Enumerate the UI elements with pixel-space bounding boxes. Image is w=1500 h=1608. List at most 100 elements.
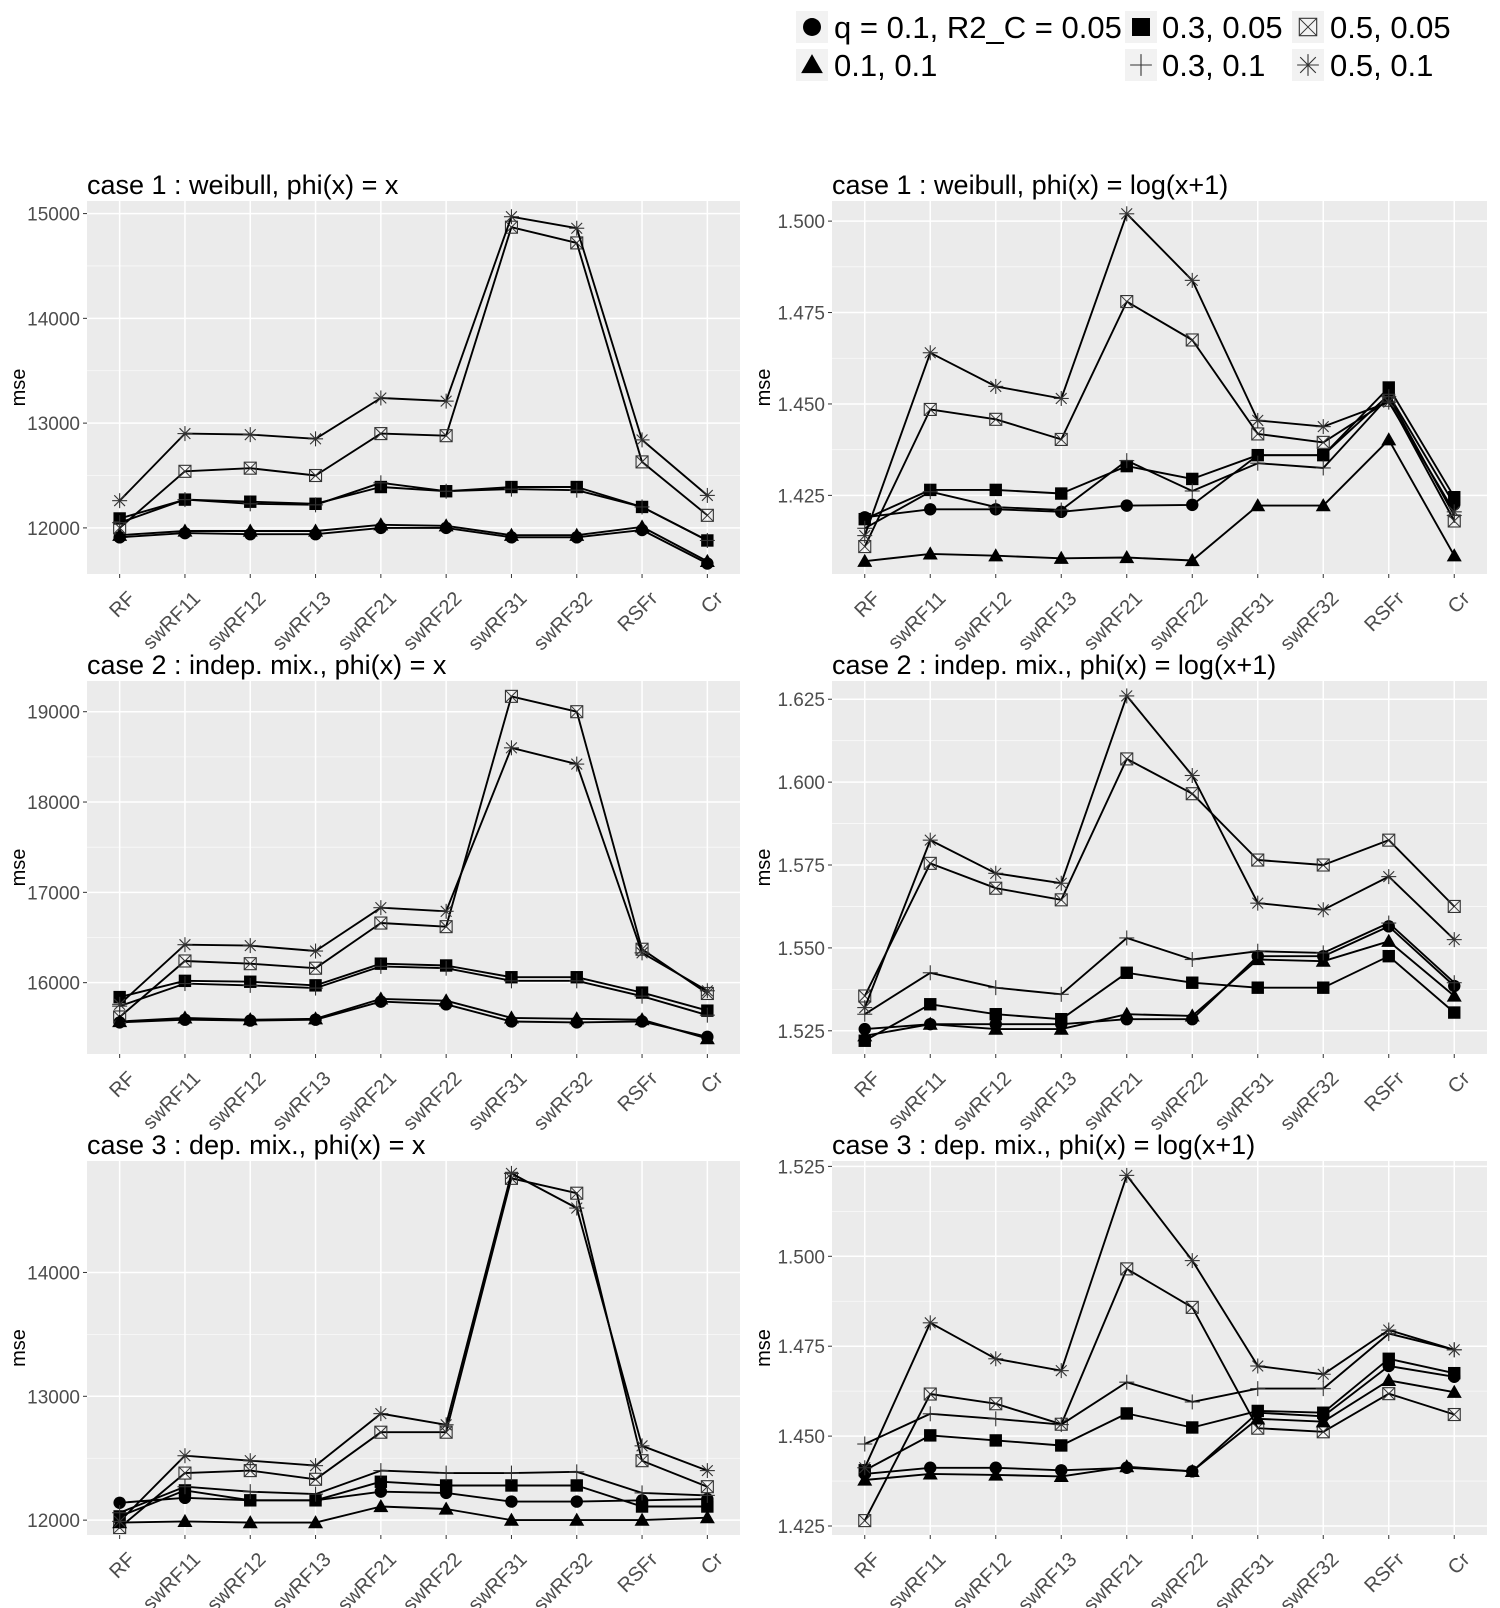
data-point-square	[1448, 1366, 1461, 1380]
data-point-star	[634, 945, 650, 961]
data-point-plus	[1053, 502, 1069, 518]
series-line	[119, 997, 708, 1040]
x-tick-label: swRF13	[1014, 1068, 1081, 1135]
data-point-triangle	[242, 523, 258, 537]
x-tick-label: swRF31	[1210, 1068, 1277, 1135]
data-point-circle	[374, 1485, 388, 1498]
x-tick-label: swRF31	[464, 588, 531, 655]
data-point-plus	[1315, 1381, 1331, 1397]
series-line	[119, 1000, 708, 1038]
data-point-triangle	[438, 1501, 454, 1515]
data-point-star	[1250, 895, 1266, 911]
data-point-square	[1120, 966, 1133, 979]
x-tick-label: swRF21	[334, 588, 401, 655]
y-tick-label: 18000	[27, 793, 80, 814]
data-point-circle	[570, 1495, 583, 1508]
data-point-star	[1381, 869, 1397, 885]
series	[858, 949, 1461, 1047]
data-point-square	[1251, 1404, 1264, 1418]
y-tick-label: 1.500	[777, 212, 825, 233]
chart-panel: case 2 : indep. mix., phi(x) = log(x+1) 1…	[753, 650, 1487, 1135]
data-point-star	[569, 1200, 585, 1216]
series	[858, 752, 1461, 1003]
data-point-triangle	[1446, 988, 1462, 1002]
series-line	[119, 226, 709, 529]
data-point-plus	[634, 988, 650, 1004]
x-tick-label: swRF13	[268, 1549, 335, 1608]
data-point-plus	[699, 532, 715, 548]
data-point-square	[505, 1479, 518, 1492]
x-tick-label: Cr	[1444, 1067, 1475, 1098]
data-point-triangle	[503, 527, 519, 541]
series-line	[119, 962, 708, 1012]
data-point-square	[1251, 981, 1264, 994]
x-tick-label: Cr	[697, 1548, 728, 1579]
series-line	[119, 746, 708, 1006]
data-point-boxx	[374, 427, 388, 441]
data-point-star	[503, 209, 519, 225]
data-point-square	[1186, 976, 1199, 989]
data-point-star	[1446, 504, 1462, 520]
x-tick-label: RSFr	[1360, 1067, 1409, 1116]
legend-item: 0.1, 0.1	[796, 48, 937, 83]
data-point-star	[699, 1463, 715, 1479]
series-line	[119, 215, 709, 502]
data-point-plus	[699, 1487, 715, 1503]
x-tick-label: RF	[850, 1068, 884, 1102]
data-point-boxx	[1316, 435, 1330, 449]
data-point-star	[857, 528, 873, 544]
data-point-triangle	[634, 1512, 650, 1526]
x-tick-label: Cr	[1444, 1548, 1475, 1579]
data-point-square	[1382, 1352, 1395, 1365]
data-point-star	[922, 1315, 938, 1331]
series-line	[119, 1480, 708, 1518]
series	[113, 480, 714, 547]
x-tick-label: RF	[105, 588, 139, 622]
data-point-plus	[988, 1411, 1004, 1427]
data-point-boxx	[923, 1387, 937, 1401]
chart-title: case 3 : dep. mix., phi(x) = log(x+1)	[832, 1130, 1255, 1160]
series-line	[863, 757, 1455, 997]
x-tick-label: swRF22	[1145, 1549, 1212, 1608]
x-tick-label: swRF22	[399, 1549, 466, 1608]
y-tick-label: 1.525	[777, 1157, 825, 1178]
y-tick-label: 13000	[27, 414, 80, 435]
data-point-plus	[242, 977, 258, 993]
data-point-plus	[1119, 1374, 1135, 1390]
data-point-triangle	[1446, 1384, 1462, 1398]
data-point-triangle	[699, 1031, 715, 1045]
data-point-plus	[1119, 930, 1135, 946]
data-point-triangle	[242, 1515, 258, 1529]
x-tick-label: Cr	[697, 1067, 728, 1098]
x-tick-label: swRF13	[268, 1068, 335, 1135]
data-point-plus	[1250, 455, 1266, 471]
series-line	[864, 1332, 1455, 1445]
data-point-square	[989, 1008, 1002, 1021]
data-point-star	[1119, 688, 1135, 704]
data-point-triangle	[177, 1513, 193, 1528]
data-point-star	[1315, 419, 1331, 435]
x-tick-label: swRF11	[139, 588, 205, 654]
legend-boxx-marker	[1298, 17, 1318, 37]
data-point-star	[634, 432, 650, 448]
data-point-boxx	[1054, 432, 1068, 446]
data-point-boxx	[923, 856, 937, 870]
data-point-triangle	[242, 1012, 258, 1026]
data-point-triangle	[1315, 1414, 1331, 1428]
data-point-triangle	[569, 1011, 585, 1025]
data-point-triangle	[857, 1028, 873, 1042]
data-point-boxx	[439, 920, 453, 934]
data-point-square	[1055, 1439, 1068, 1452]
legend-plus-marker	[1130, 54, 1152, 76]
data-point-star	[699, 487, 715, 503]
series-line	[863, 1267, 1455, 1522]
data-point-boxx	[243, 957, 257, 971]
data-point-boxx	[1251, 853, 1265, 867]
x-tick-label: swRF13	[268, 588, 335, 655]
data-point-circle	[1120, 499, 1133, 512]
series	[112, 740, 715, 1012]
data-point-square	[570, 1479, 583, 1492]
y-tick-label: 1.425	[777, 1517, 825, 1538]
x-tick-label: swRF22	[1145, 588, 1212, 655]
data-point-square	[924, 1429, 937, 1442]
